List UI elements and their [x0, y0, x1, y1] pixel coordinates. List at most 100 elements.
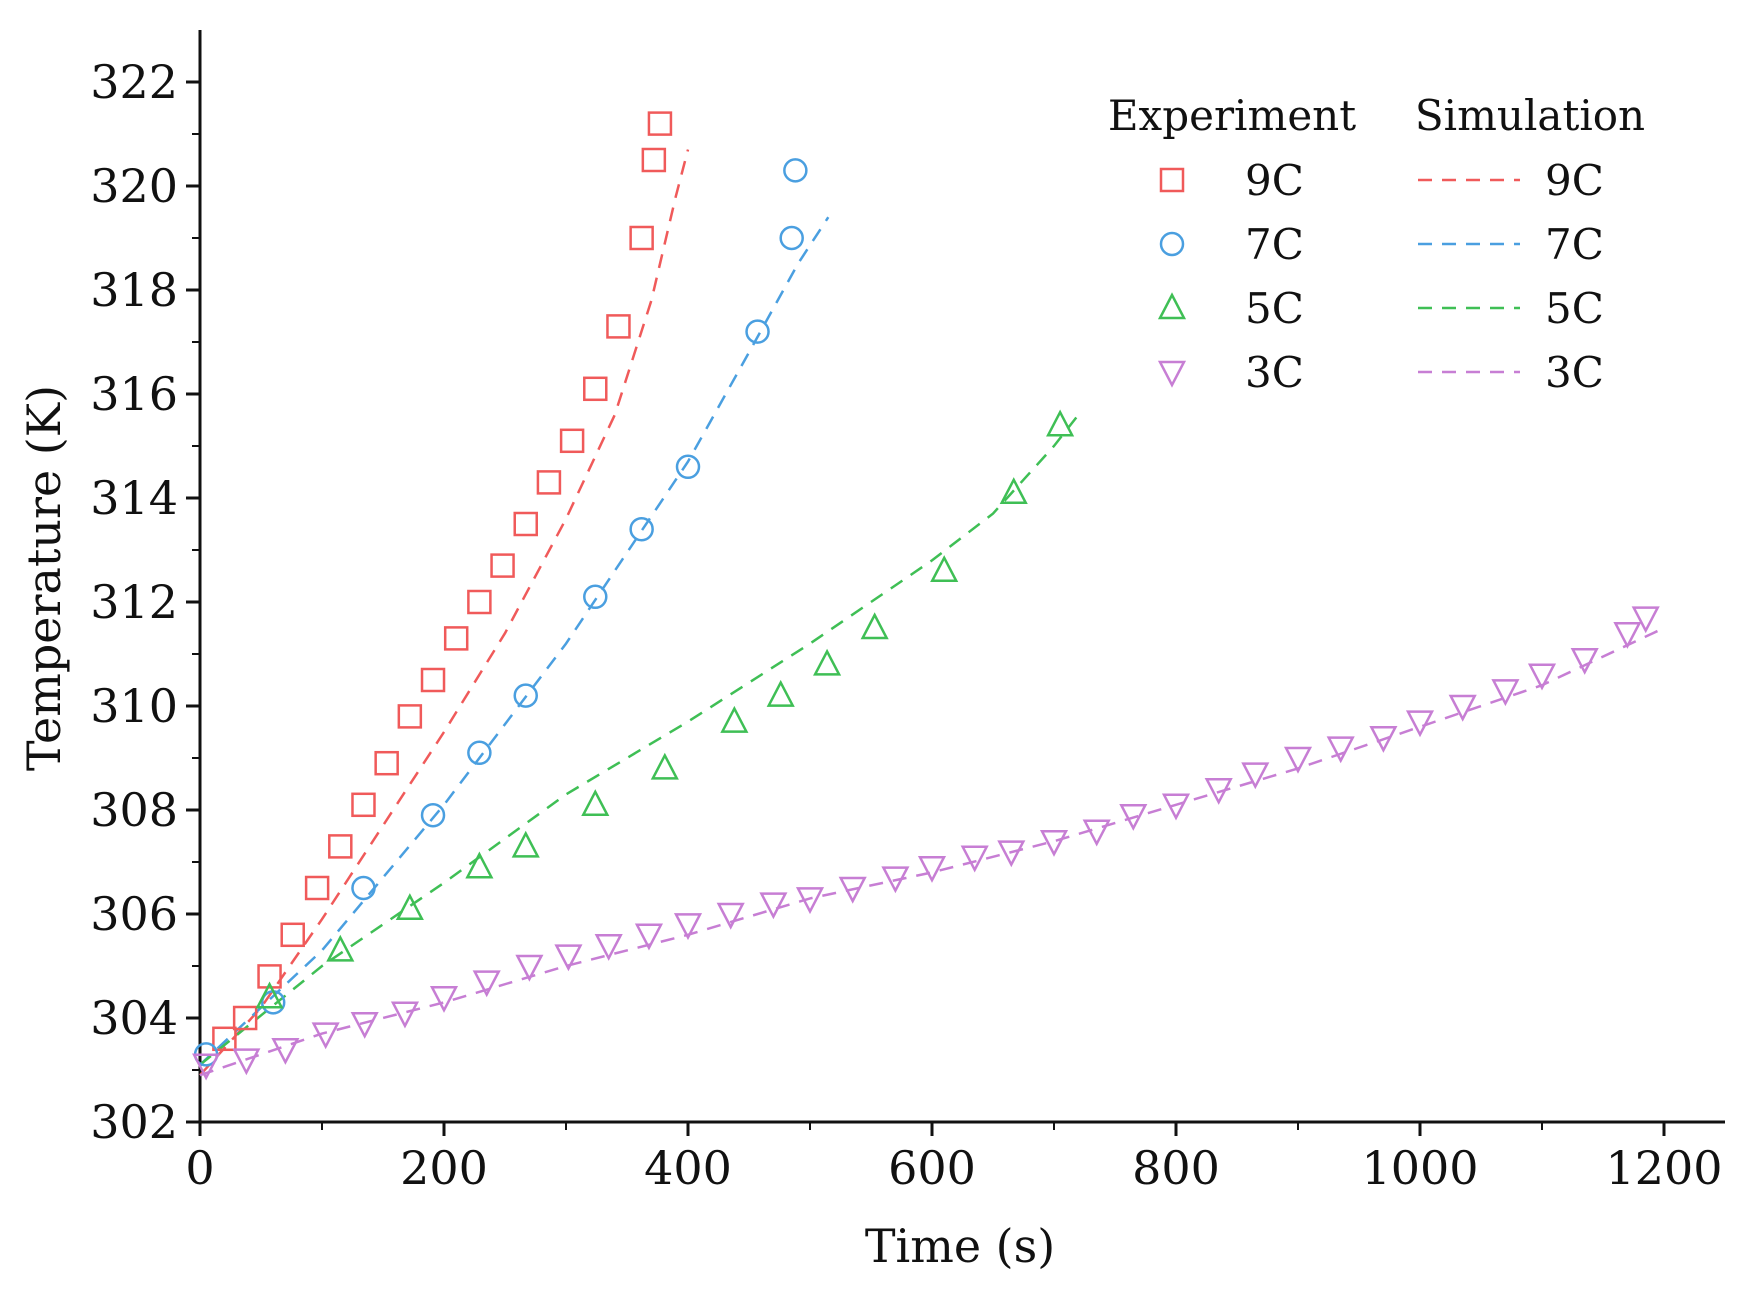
experiment-point-7c [675, 454, 701, 480]
experiment-point-3c [232, 1048, 261, 1076]
experiment-point-9c [212, 1026, 237, 1052]
legend-marker-5c [1157, 292, 1187, 320]
y-tick-label: 312 [90, 575, 178, 629]
x-tick-label: 800 [1132, 1141, 1220, 1195]
experiment-point-3c [960, 845, 989, 873]
experiment-point-7c [745, 319, 770, 344]
experiment-point-9c [443, 626, 469, 651]
experiment-point-3c [1570, 647, 1599, 675]
y-tick-label: 320 [90, 159, 178, 213]
experiment-point-3c [795, 887, 825, 915]
legend-marker-7c [1159, 231, 1185, 257]
simulation-line-5c [199, 414, 1080, 1066]
experiment-point-3c [1119, 803, 1148, 831]
experiment-point-3c [997, 840, 1026, 868]
legend-label-simulation-5c: 5C [1545, 284, 1604, 333]
experiment-point-7c [351, 875, 376, 901]
experiment-point-9c [583, 376, 608, 402]
y-axis-title: Temperature (K) [17, 385, 71, 771]
legend-label-simulation-7c: 7C [1545, 220, 1604, 269]
experiment-point-9c [351, 792, 376, 818]
experiment-point-3c [1082, 819, 1111, 847]
x-tick-label: 600 [888, 1141, 976, 1195]
x-axis-title: Time (s) [865, 1219, 1055, 1273]
experiment-point-9c [559, 428, 585, 454]
experiment-point-5c [999, 477, 1028, 505]
legend-label-experiment-7c: 7C [1245, 220, 1304, 269]
y-tick-label: 314 [90, 471, 178, 525]
experiment-point-3c [917, 855, 947, 883]
experiment-point-5c [813, 648, 842, 676]
experiment-point-3c [1161, 793, 1191, 821]
experiment-point-3c [1613, 621, 1642, 649]
experiment-point-9c [629, 225, 654, 251]
legend-label-experiment-9c: 9C [1245, 156, 1304, 205]
experiment-point-9c [490, 553, 515, 578]
experiment-point-3c [838, 876, 867, 904]
experiment-point-7c [583, 584, 608, 610]
legend-experiment-header: Experiment [1108, 91, 1356, 140]
experiment-point-5c [326, 934, 355, 962]
experiment-point-5c [511, 830, 540, 858]
legend-label-simulation-9c: 9C [1545, 156, 1604, 205]
legend: Experiment Simulation 9C 9C 7C 7C 5C 5C 3C 3C [1108, 91, 1645, 397]
experiment-point-3c [1527, 663, 1557, 691]
experiment-point-7c [420, 802, 446, 828]
experiment-point-5c [766, 679, 795, 707]
experiment-point-9c [467, 589, 492, 615]
experiment-point-3c [673, 913, 703, 941]
experiment-point-5c [395, 893, 424, 921]
legend-simulation-header: Simulation [1415, 91, 1645, 140]
experiment-point-9c [536, 470, 562, 495]
experiment-point-9c [374, 750, 399, 776]
experiment-point-3c [350, 1011, 379, 1039]
axis-ticks [186, 80, 1666, 1136]
experiment-point-3c [429, 985, 459, 1013]
experiment-point-3c [515, 954, 544, 982]
experiment-point-3c [1241, 762, 1270, 790]
experiment-point-3c [554, 944, 583, 972]
experiment-point-5c [720, 705, 749, 733]
experiment-point-5c [255, 981, 284, 1009]
experiment-point-9c [513, 511, 538, 537]
experiment-point-3c [759, 892, 788, 920]
legend-marker-9c [1159, 167, 1185, 193]
experiment-point-3c [594, 933, 623, 961]
experiment-point-3c [1448, 694, 1477, 722]
experiment-point-3c [1039, 829, 1069, 857]
experiment-point-7c [467, 740, 492, 766]
experiment-point-5c [930, 555, 959, 583]
experiment-point-3c [311, 1022, 340, 1050]
experiment-point-5c [650, 752, 679, 780]
simulation-line-3c [199, 626, 1665, 1077]
experiment-point-3c [472, 970, 501, 998]
y-tick-label: 306 [90, 887, 178, 941]
experiment-point-7c [779, 225, 804, 251]
experiment-point-9c [232, 1005, 258, 1031]
y-tick-label: 302 [90, 1095, 178, 1149]
experiment-point-7c [783, 158, 808, 183]
experiment-point-3c [716, 902, 745, 930]
simulation-line-7c [199, 216, 830, 1066]
y-tick-label: 318 [90, 263, 178, 317]
y-tick-label: 308 [90, 783, 178, 837]
y-tick-label: 316 [90, 367, 178, 421]
legend-label-simulation-3c: 3C [1545, 348, 1604, 397]
experiment-point-9c [304, 875, 330, 901]
experiment-point-3c [1491, 679, 1520, 707]
y-tick-label: 310 [90, 679, 178, 733]
experiment-point-3c [1204, 777, 1233, 805]
experiment-point-9c [257, 964, 282, 989]
experiment-point-3c [1283, 746, 1313, 774]
experiment-point-5c [581, 789, 610, 817]
experiment-point-5c [860, 612, 889, 640]
experiment-point-9c [647, 111, 673, 136]
simulation-line-9c [199, 149, 690, 1077]
tick-labels: 0 200 400 600 800 1000 1200 302 304 306 308 310 312 3… [90, 55, 1722, 1195]
x-tick-label: 400 [644, 1141, 732, 1195]
experiment-point-5c [465, 851, 494, 879]
x-tick-label: 1200 [1605, 1141, 1722, 1195]
experiment-point-9c [641, 147, 667, 173]
experiment-point-3c [1405, 710, 1435, 738]
experiment-point-3c [1326, 736, 1355, 764]
